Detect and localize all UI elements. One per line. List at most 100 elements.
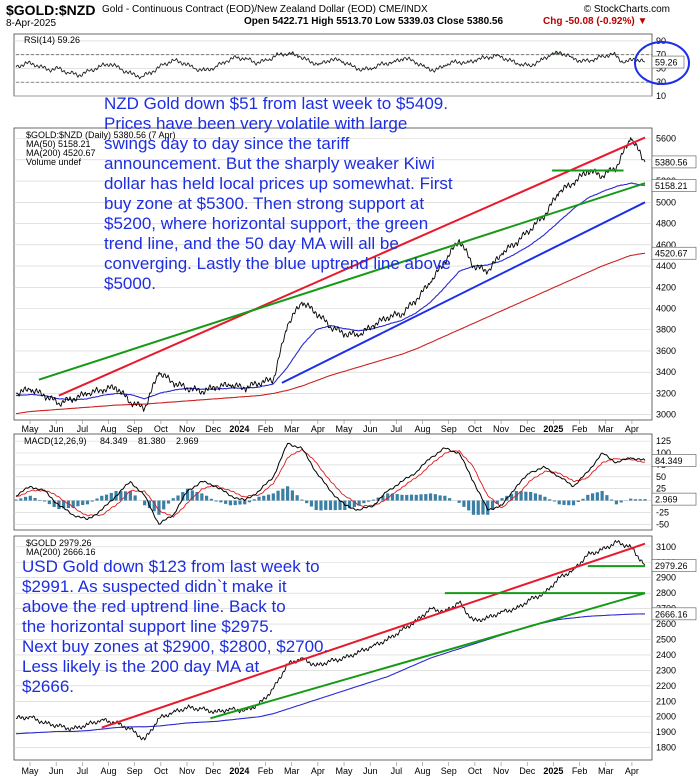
macd-histogram-bar	[104, 494, 109, 501]
macd-histogram-bar	[76, 500, 80, 507]
macd-histogram-bar	[509, 493, 514, 501]
macd-histogram-bar	[586, 494, 590, 501]
usd-month-label: Mar	[284, 766, 300, 776]
macd-histogram-bar	[286, 486, 290, 501]
macd-histogram-bar	[143, 500, 147, 506]
y-tick-label: 2200	[656, 681, 676, 691]
macd-last-value: 84.349	[655, 456, 683, 466]
macd-histogram-bar	[257, 496, 261, 501]
y-tick-label: 2400	[656, 650, 676, 660]
y-tick-label: 4200	[656, 282, 676, 292]
rsi-title: RSI(14) 59.26	[24, 35, 80, 45]
macd-histogram-bar	[529, 491, 533, 501]
macd-histogram-bar	[281, 488, 285, 501]
macd-hist-value: 2.969	[176, 436, 199, 446]
macd-histogram-bar	[424, 494, 428, 501]
macd-histogram-bar	[152, 500, 156, 512]
macd-histogram-bar	[433, 494, 437, 501]
nzd-month-label: Mar	[598, 424, 614, 434]
y-tick-label: 4000	[656, 304, 676, 314]
nzd-month-label: May	[21, 424, 39, 434]
usd-month-label: Feb	[572, 766, 588, 776]
macd-histogram-bar	[100, 495, 104, 501]
usd-trend-line	[210, 592, 646, 720]
macd-histogram-bar	[47, 500, 51, 505]
macd-histogram-bar	[386, 493, 390, 501]
nzd-month-label: Apr	[625, 424, 639, 434]
macd-histogram-bar	[490, 500, 495, 510]
macd-histogram-bar	[95, 498, 99, 501]
nzd-month-label: Aug	[415, 424, 431, 434]
macd-histogram-bar	[581, 498, 585, 501]
macd-histogram-bar	[486, 500, 490, 515]
nzd-month-label: Aug	[101, 424, 117, 434]
macd-histogram-bar	[276, 490, 280, 501]
macd-histogram-bar	[610, 499, 614, 501]
usd-month-label: Aug	[415, 766, 431, 776]
macd-histogram-bar	[133, 495, 137, 501]
macd-histogram-bar	[405, 494, 409, 501]
usd-last-ma200: 2666.16	[655, 609, 688, 619]
macd-histogram-bar	[38, 499, 42, 501]
rsi-highlight-circle	[634, 41, 690, 85]
y-tick-label: 5600	[656, 134, 676, 144]
macd-histogram-bar	[157, 500, 161, 515]
nzd-last-ma50: 5158.21	[655, 181, 688, 191]
nzd-month-label: Oct	[468, 424, 483, 434]
macd-histogram-bar	[457, 500, 461, 503]
macd-histogram-bar	[23, 496, 28, 501]
y-tick-label: 50	[656, 63, 666, 73]
y-tick-label: 125	[656, 436, 671, 446]
macd-histogram-bar	[633, 499, 638, 501]
nzd-trend-line	[281, 201, 646, 384]
nzd-last-price: 5380.56	[655, 157, 688, 167]
nzd-month-label: Dec	[519, 424, 536, 434]
macd-histogram-bar	[19, 498, 23, 501]
usd-last-price-box	[651, 559, 697, 572]
y-tick-label: 3100	[656, 542, 676, 552]
macd-histogram-bar	[319, 500, 323, 511]
macd-histogram-bar	[548, 499, 552, 501]
rsi-last-box	[651, 55, 685, 69]
macd-title: MACD(12,26,9)	[24, 436, 87, 446]
usd-month-label: Feb	[258, 766, 274, 776]
macd-histogram-bar	[595, 492, 599, 501]
usd-month-label: Aug	[101, 766, 117, 776]
usd-month-label: 2024	[229, 766, 249, 776]
nzd-month-label: Oct	[154, 424, 169, 434]
usd-month-label: Nov	[493, 766, 510, 776]
y-tick-label: 2800	[656, 588, 676, 598]
macd-histogram-bar	[462, 500, 466, 507]
y-tick-label: 50	[656, 472, 666, 482]
y-tick-label: 3800	[656, 325, 676, 335]
y-tick-label: 4800	[656, 219, 676, 229]
macd-frame	[13, 433, 653, 531]
nzd-month-label: 2024	[229, 424, 249, 434]
macd-histogram-bar	[524, 491, 528, 501]
macd-histogram-bar	[590, 493, 595, 501]
usd-last-ma200-box	[651, 607, 697, 621]
macd-histogram-bar	[347, 500, 352, 509]
change-readout: Chg -50.08 (-0.92%) ▼	[543, 16, 648, 27]
macd-signal-line	[15, 448, 646, 518]
usd-month-label: Dec	[519, 766, 536, 776]
ohlc-readout: Open 5422.71 High 5513.70 Low 5339.03 Cl…	[244, 16, 504, 27]
usd-month-label: Mar	[598, 766, 614, 776]
y-tick-label: 1900	[656, 727, 676, 737]
macd-histogram-bar	[600, 491, 604, 501]
macd-histogram-bar	[33, 497, 37, 501]
usd-month-label: Sep	[127, 766, 143, 776]
usd-month-label: Apr	[311, 766, 325, 776]
macd-histogram-bar	[28, 495, 32, 501]
y-tick-label: 10	[656, 91, 666, 101]
macd-histogram-bar	[195, 492, 199, 501]
macd-histogram-bar	[352, 500, 356, 507]
nzd-month-label: Dec	[205, 424, 222, 434]
y-tick-label: 25	[656, 484, 666, 494]
usd-last-price: 2979.26	[655, 561, 688, 571]
nzd-frame	[13, 127, 653, 421]
macd-value: 84.349	[100, 436, 128, 446]
nzd-month-label: Sep	[441, 424, 457, 434]
nzd-month-label: Jul	[77, 424, 89, 434]
nzd-price-line	[15, 137, 646, 412]
